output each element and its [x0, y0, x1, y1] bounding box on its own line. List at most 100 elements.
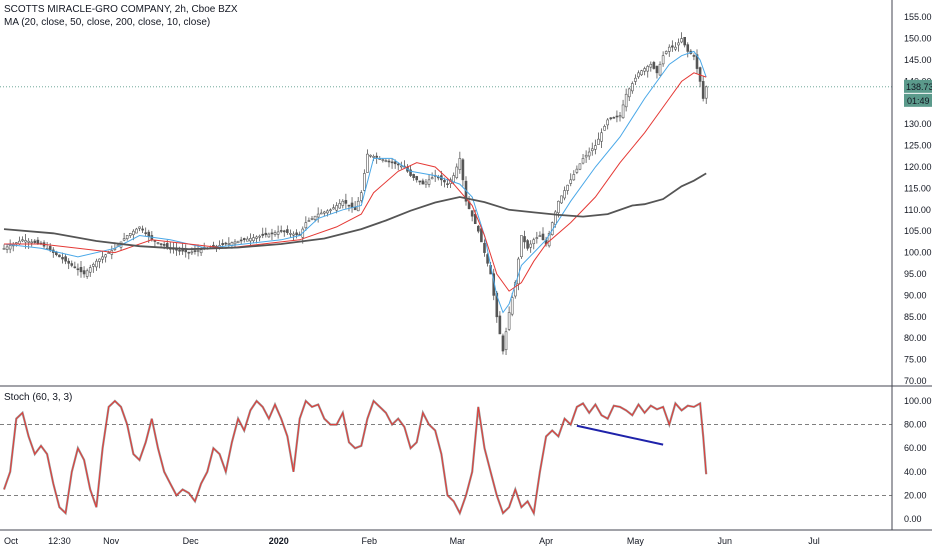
candle-body — [560, 195, 563, 204]
candle-body — [178, 249, 181, 252]
candle-body — [658, 63, 662, 76]
candle-body — [313, 215, 317, 220]
candle-body — [242, 238, 246, 241]
candle-body — [624, 93, 628, 108]
candle-body — [276, 231, 280, 235]
price-tick-label: 150.00 — [904, 34, 932, 44]
price-tick-label: 75.00 — [904, 355, 927, 365]
candle-body — [224, 242, 228, 245]
candle-body — [627, 88, 631, 98]
candle-body — [156, 242, 160, 244]
price-tick-label: 80.00 — [904, 333, 927, 343]
ma-legend: MA (20, close, 50, close, 200, close, 10… — [4, 17, 211, 28]
candle-body — [547, 233, 551, 247]
price-tick-label: 95.00 — [904, 269, 927, 279]
candle-body — [631, 83, 634, 92]
divergence-trendline[interactable] — [576, 424, 664, 446]
candle-body — [353, 206, 357, 211]
stoch-tick-label: 20.00 — [904, 490, 927, 500]
candle-body — [430, 177, 434, 180]
candle-body — [289, 233, 292, 235]
candle-body — [523, 236, 526, 243]
stoch-d-line — [2, 399, 708, 517]
candle-body — [190, 251, 194, 254]
candle-body — [359, 192, 363, 201]
candle-body — [24, 240, 27, 243]
stochastic-pane[interactable] — [0, 399, 892, 517]
candle-body — [58, 254, 61, 258]
candle-body — [486, 254, 489, 264]
candle-body — [664, 51, 668, 54]
candle-body — [165, 243, 169, 248]
candle-body — [92, 264, 95, 267]
candle-body — [135, 228, 138, 234]
candle-body — [415, 176, 419, 181]
price-pane[interactable] — [0, 32, 892, 355]
candle-body — [221, 243, 224, 246]
candle-body — [125, 235, 129, 240]
time-tick-label: Mar — [450, 536, 466, 546]
candle-body — [584, 154, 588, 158]
candle-body — [36, 239, 40, 244]
candle-body — [649, 63, 653, 68]
candle-body — [107, 252, 111, 254]
candle-body — [575, 168, 579, 173]
time-tick-label: 12:30 — [48, 536, 71, 546]
time-tick-label: Feb — [362, 536, 378, 546]
candle-body — [286, 229, 289, 233]
price-tick-label: 155.00 — [904, 12, 932, 22]
candle-body — [637, 72, 640, 78]
candle-body — [366, 153, 369, 173]
candle-body — [409, 169, 412, 176]
candle-body — [233, 241, 237, 245]
price-tick-label: 70.00 — [904, 376, 927, 386]
candle-body — [350, 202, 354, 208]
candle-body — [535, 237, 539, 239]
candle-body — [652, 62, 656, 69]
candle-body — [396, 163, 400, 166]
candle-body — [400, 165, 403, 168]
candle-body — [618, 115, 622, 118]
candle-body — [141, 228, 144, 231]
candle-body — [341, 200, 345, 206]
candle-body — [569, 179, 573, 184]
candle-body — [424, 181, 428, 185]
candle-body — [563, 190, 566, 199]
candle-body — [655, 65, 659, 74]
candle-body — [132, 230, 135, 236]
symbol-legend: SCOTTS MIRACLE-GRO COMPANY, 2h, Cboe BZX — [4, 4, 238, 15]
candle-body — [692, 55, 696, 57]
candle-body — [600, 132, 603, 142]
candle-body — [255, 236, 258, 239]
candle-body — [686, 44, 690, 52]
candle-body — [369, 154, 372, 157]
candle-body — [541, 233, 545, 241]
candle-body — [695, 54, 699, 69]
candle-body — [332, 207, 335, 210]
price-tick-label: 110.00 — [904, 205, 931, 215]
candle-body — [375, 155, 378, 158]
candle-body — [603, 126, 606, 131]
price-tick-label: 100.00 — [904, 248, 932, 258]
candle-body — [236, 240, 240, 244]
candle-body — [30, 241, 34, 244]
candle-body — [661, 55, 665, 65]
candle-body — [227, 243, 231, 245]
candle-body — [597, 138, 600, 145]
time-tick-label: Jul — [808, 536, 820, 546]
countdown-badge — [904, 93, 932, 107]
candle-body — [64, 256, 67, 262]
ma-200-line — [3, 172, 707, 251]
candle-body — [249, 238, 252, 242]
candle-body — [76, 268, 80, 271]
stoch-tick-label: 0.00 — [904, 514, 922, 524]
candle-body — [510, 297, 514, 315]
candle-body — [461, 159, 465, 181]
price-tick-label: 125.00 — [904, 141, 932, 151]
candle-body — [455, 166, 459, 178]
candle-body — [532, 239, 536, 245]
candle-body — [70, 263, 74, 266]
candle-body — [344, 200, 348, 204]
time-tick-label: Oct — [4, 536, 19, 546]
